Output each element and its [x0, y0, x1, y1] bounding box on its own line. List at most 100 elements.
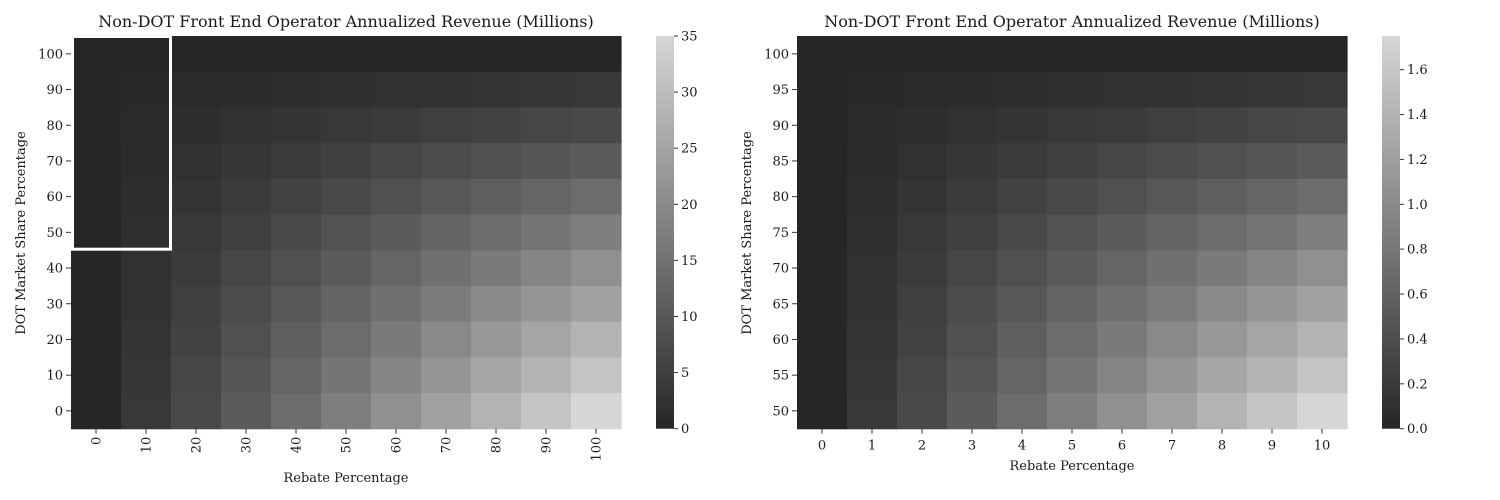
heatmap-cell: [1147, 71, 1198, 108]
heatmap-cell: [471, 393, 522, 430]
heatmap-cell: [221, 71, 272, 108]
heatmap-cell: [421, 107, 472, 144]
x-tick-label: 4: [1018, 439, 1026, 454]
heatmap-cell: [1097, 214, 1148, 251]
heatmap-cell: [221, 178, 272, 216]
heatmap-cell: [571, 107, 622, 144]
heatmap-cell: [1247, 321, 1298, 358]
heatmap-cell: [847, 178, 898, 216]
heatmap-cell: [571, 143, 622, 180]
heatmap-cell: [421, 250, 472, 287]
heatmap-cell: [797, 143, 848, 180]
heatmap-cell: [997, 250, 1048, 287]
heatmap-cell: [1297, 214, 1348, 251]
heatmap-cell: [171, 214, 222, 251]
heatmap-cell: [271, 285, 322, 323]
heatmap-cell: [1247, 214, 1298, 251]
x-tick-label: 80: [490, 437, 505, 454]
heatmap-cell: [571, 357, 622, 394]
heatmap-cell: [371, 178, 422, 216]
heatmap-cell: [371, 71, 422, 108]
heatmap-cell: [171, 143, 222, 180]
heatmap-cell: [1097, 143, 1148, 180]
heatmap-cell: [1247, 143, 1298, 180]
heatmap-cell: [471, 250, 522, 287]
heatmap-cell: [897, 107, 948, 144]
y-tick-label: 85: [772, 154, 789, 169]
heatmap-cells: [71, 36, 622, 430]
heatmap-cell: [421, 214, 472, 251]
heatmap-cell: [847, 71, 898, 108]
heatmap-cell: [121, 143, 172, 180]
heatmap-cell: [121, 178, 172, 216]
heatmap-cell: [997, 321, 1048, 358]
heatmap-cell: [1047, 214, 1098, 251]
heatmap-cell: [121, 393, 172, 430]
colorbar-tick-label: 0.0: [1407, 422, 1428, 437]
heatmap-cell: [1197, 143, 1248, 180]
heatmap-cell: [471, 321, 522, 358]
heatmap-cell: [71, 36, 122, 73]
y-tick-label: 100: [38, 47, 63, 62]
heatmap-cell: [947, 107, 998, 144]
colorbar-tick-label: 5: [681, 366, 689, 381]
heatmap-cell: [571, 178, 622, 216]
heatmap-cell: [221, 357, 272, 394]
heatmap-cell: [521, 36, 572, 73]
heatmap-cell: [471, 285, 522, 323]
y-tick-label: 100: [764, 47, 789, 62]
heatmap-cell: [1197, 178, 1248, 216]
heatmap-cell: [1097, 178, 1148, 216]
heatmap-cell: [121, 107, 172, 144]
heatmap-cell: [947, 357, 998, 394]
heatmap-cell: [997, 71, 1048, 108]
highlight-box: [71, 35, 172, 251]
y-tick-label: 80: [46, 119, 63, 134]
heatmap-cell: [421, 178, 472, 216]
y-tick-label: 90: [772, 119, 789, 134]
heatmap-cell: [571, 250, 622, 287]
x-tick-label: 90: [540, 437, 555, 454]
heatmap-cell: [897, 143, 948, 180]
x-tick-label: 0: [818, 439, 826, 454]
heatmap-cell: [371, 250, 422, 287]
heatmap-cell: [1247, 71, 1298, 108]
heatmap-cell: [1147, 393, 1198, 430]
colorbar-tick-label: 0.2: [1407, 377, 1428, 392]
heatmap-cell: [471, 143, 522, 180]
heatmap-cell: [121, 214, 172, 251]
heatmap-cell: [321, 285, 372, 323]
y-axis-label: DOT Market Share Percentage: [14, 131, 29, 335]
x-tick-label: 1: [868, 439, 876, 454]
heatmap-cell: [521, 107, 572, 144]
heatmap-cell: [121, 285, 172, 323]
heatmap-cell: [1297, 143, 1348, 180]
x-tick-label: 100: [590, 437, 605, 462]
heatmap-cell: [121, 321, 172, 358]
heatmap-cell: [997, 393, 1048, 430]
heatmap-cell: [71, 107, 122, 144]
x-tick-label: 5: [1068, 439, 1076, 454]
heatmap-cell: [1247, 250, 1298, 287]
heatmap-cell: [421, 393, 472, 430]
x-tick-label: 60: [390, 437, 405, 454]
heatmap-cell: [71, 178, 122, 216]
heatmap-cell: [1197, 71, 1248, 108]
heatmap-panel-right: Non-DOT Front End Operator Annualized Re…: [740, 12, 1428, 474]
heatmap-cell: [947, 178, 998, 216]
heatmap-cell: [1047, 71, 1098, 108]
heatmap-cell: [1147, 285, 1198, 323]
heatmap-cell: [1197, 214, 1248, 251]
heatmap-cell: [471, 107, 522, 144]
heatmap-cell: [571, 285, 622, 323]
heatmap-panel-left: Non-DOT Front End Operator Annualized Re…: [14, 12, 698, 486]
heatmap-cell: [1047, 250, 1098, 287]
heatmap-cell: [271, 107, 322, 144]
heatmap-cell: [271, 393, 322, 430]
heatmap-cell: [847, 107, 898, 144]
heatmap-cell: [897, 214, 948, 251]
heatmap-cell: [997, 143, 1048, 180]
heatmap-cell: [471, 36, 522, 73]
heatmap-cell: [797, 357, 848, 394]
